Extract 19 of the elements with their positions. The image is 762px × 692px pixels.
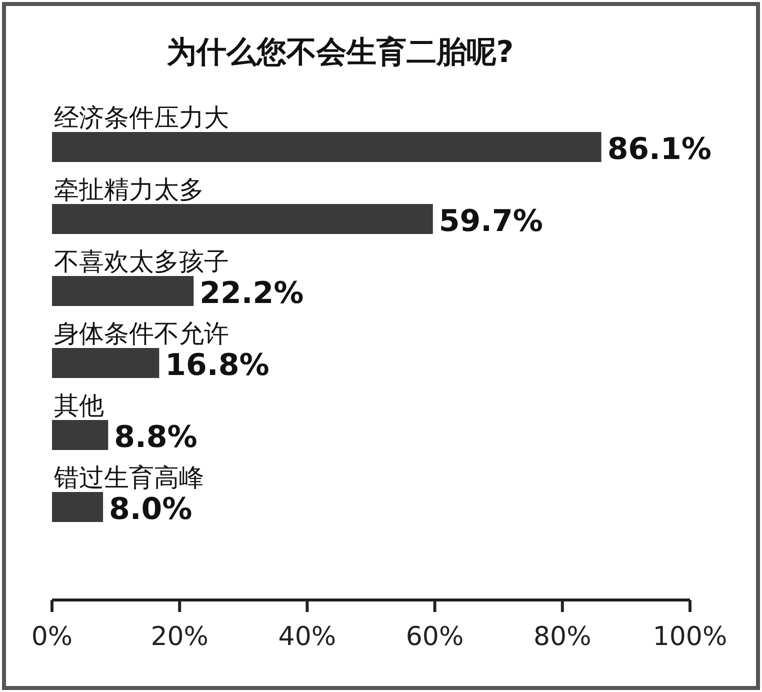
x-tick-label: 80% <box>534 622 592 652</box>
x-tick-label: 100% <box>652 622 728 652</box>
y-tick-label: 经济条件压力大 <box>54 103 229 132</box>
x-tick-label: 0% <box>31 622 73 652</box>
x-tick-label: 20% <box>150 622 208 652</box>
data-label: 16.8% <box>165 348 270 383</box>
x-tick-label: 60% <box>406 622 464 652</box>
data-label: 59.7% <box>438 204 543 239</box>
data-label: 8.8% <box>114 420 198 455</box>
y-tick-label: 其他 <box>54 391 104 420</box>
y-tick-label: 错过生育高峰 <box>53 463 204 492</box>
data-label: 86.1% <box>607 132 712 167</box>
x-tick-label: 40% <box>278 622 336 652</box>
y-tick-label: 不喜欢太多孩子 <box>54 247 229 276</box>
y-tick-label: 身体条件不允许 <box>54 319 229 348</box>
chart-title: 为什么您不会生育二胎呢? <box>166 35 514 70</box>
data-label: 22.2% <box>200 276 304 311</box>
y-tick-label: 牵扯精力太多 <box>54 175 204 204</box>
data-label: 8.0% <box>109 492 192 527</box>
